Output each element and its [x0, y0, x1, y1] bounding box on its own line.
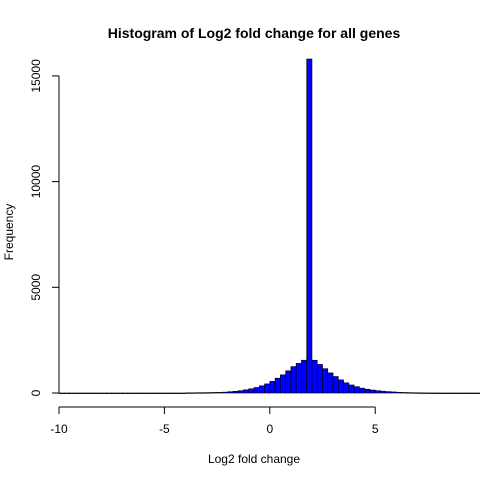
- histogram-bar: [332, 376, 339, 394]
- y-tick-label: 10000: [29, 165, 43, 199]
- histogram-bar: [380, 390, 387, 394]
- histogram-bar: [243, 389, 250, 394]
- histogram-bar: [285, 370, 292, 394]
- histogram-bar: [438, 392, 445, 394]
- histogram-bar: [143, 392, 149, 394]
- histogram-bar: [443, 392, 450, 394]
- histogram-bar: [411, 392, 418, 394]
- histogram-bar: [264, 383, 271, 394]
- histogram-bar: [353, 386, 360, 394]
- y-tick-label: 0: [29, 389, 43, 396]
- histogram-bar: [453, 392, 460, 394]
- histogram-bar: [121, 392, 128, 394]
- x-axis: -10 -5 0 5: [50, 406, 379, 436]
- histogram-bar: [85, 392, 91, 394]
- histogram-bar: [127, 392, 134, 394]
- histogram-bar: [201, 392, 207, 394]
- histogram-bar: [385, 391, 392, 394]
- histogram-bar: [338, 379, 344, 394]
- histogram-bar: [459, 392, 466, 394]
- histogram-bar: [232, 391, 239, 394]
- histogram-bar: [432, 392, 439, 394]
- histogram-bar: [464, 392, 471, 394]
- histogram-bar: [211, 392, 218, 394]
- chart-title: Histogram of Log2 fold change for all ge…: [108, 25, 401, 41]
- histogram-bar: [248, 388, 255, 394]
- histogram-bar: [100, 392, 107, 394]
- histogram-bar: [195, 392, 202, 394]
- x-tick-label: -5: [159, 422, 170, 436]
- histogram-bar: [290, 366, 297, 394]
- histogram-bar: [258, 385, 265, 394]
- histogram-bar: [190, 392, 197, 394]
- histogram-bar: [422, 392, 429, 394]
- histogram-bar: [106, 392, 113, 394]
- histogram-bar: [348, 384, 355, 394]
- histogram-bar: [269, 381, 276, 394]
- histogram-bar: [406, 392, 413, 394]
- histogram-bar: [69, 392, 76, 394]
- histogram-bar: [306, 58, 313, 394]
- y-axis-label: Frequency: [2, 204, 16, 261]
- histogram-bar: [74, 392, 81, 394]
- histogram-bar: [301, 359, 307, 394]
- histogram-bar: [427, 392, 434, 394]
- histogram-bar: [448, 392, 455, 394]
- histogram-bar: [316, 364, 323, 394]
- y-tick-label: 15000: [29, 59, 43, 93]
- histogram-bar: [174, 392, 181, 394]
- histogram-bar: [395, 391, 402, 394]
- histogram-bar: [295, 363, 302, 394]
- histogram-bar: [280, 374, 286, 394]
- histogram-bar: [137, 392, 144, 394]
- histogram-bar: [227, 391, 234, 394]
- histogram-bar: [132, 392, 139, 394]
- histogram-bar: [206, 392, 213, 394]
- histogram-bar: [222, 391, 228, 394]
- histogram-bar: [374, 390, 381, 394]
- histogram-bar: [401, 392, 408, 394]
- histogram-bar: [79, 392, 86, 394]
- histogram-bar: [237, 390, 244, 394]
- histogram-bar: [111, 392, 118, 394]
- histogram-bar: [359, 387, 365, 394]
- histogram-bar: [322, 368, 329, 394]
- histogram-bar: [90, 392, 97, 394]
- histogram-bar: [158, 392, 165, 394]
- histogram-bar: [58, 392, 65, 394]
- histogram-bar: [169, 392, 176, 394]
- histogram-bar: [63, 392, 70, 394]
- y-axis: 0 5000 10000 15000: [29, 59, 60, 396]
- y-tick-label: 5000: [29, 274, 43, 301]
- histogram-bar: [216, 392, 223, 394]
- histogram-bar: [253, 387, 260, 394]
- histogram-bar: [469, 392, 476, 394]
- histogram-bar: [185, 392, 192, 394]
- x-tick-label: 5: [372, 422, 379, 436]
- histogram-bar: [179, 392, 186, 394]
- histogram-bar: [475, 392, 480, 394]
- histogram-bar: [95, 392, 102, 394]
- histogram-bar: [364, 388, 371, 394]
- histogram-bar: [327, 372, 334, 394]
- histogram-bar: [153, 392, 160, 394]
- histogram-bar: [148, 392, 155, 394]
- histogram-bar: [274, 377, 281, 394]
- histogram-bar: [343, 382, 350, 394]
- x-axis-label: Log2 fold change: [208, 452, 300, 466]
- histogram-bar: [390, 391, 397, 394]
- histogram-bar: [369, 389, 376, 394]
- x-tick-label: -10: [50, 422, 68, 436]
- bars-group: [58, 58, 480, 394]
- histogram-bar: [311, 359, 318, 394]
- histogram-bar: [116, 392, 123, 394]
- histogram-bar: [164, 392, 170, 394]
- histogram-bar: [417, 392, 423, 394]
- x-tick-label: 0: [266, 422, 273, 436]
